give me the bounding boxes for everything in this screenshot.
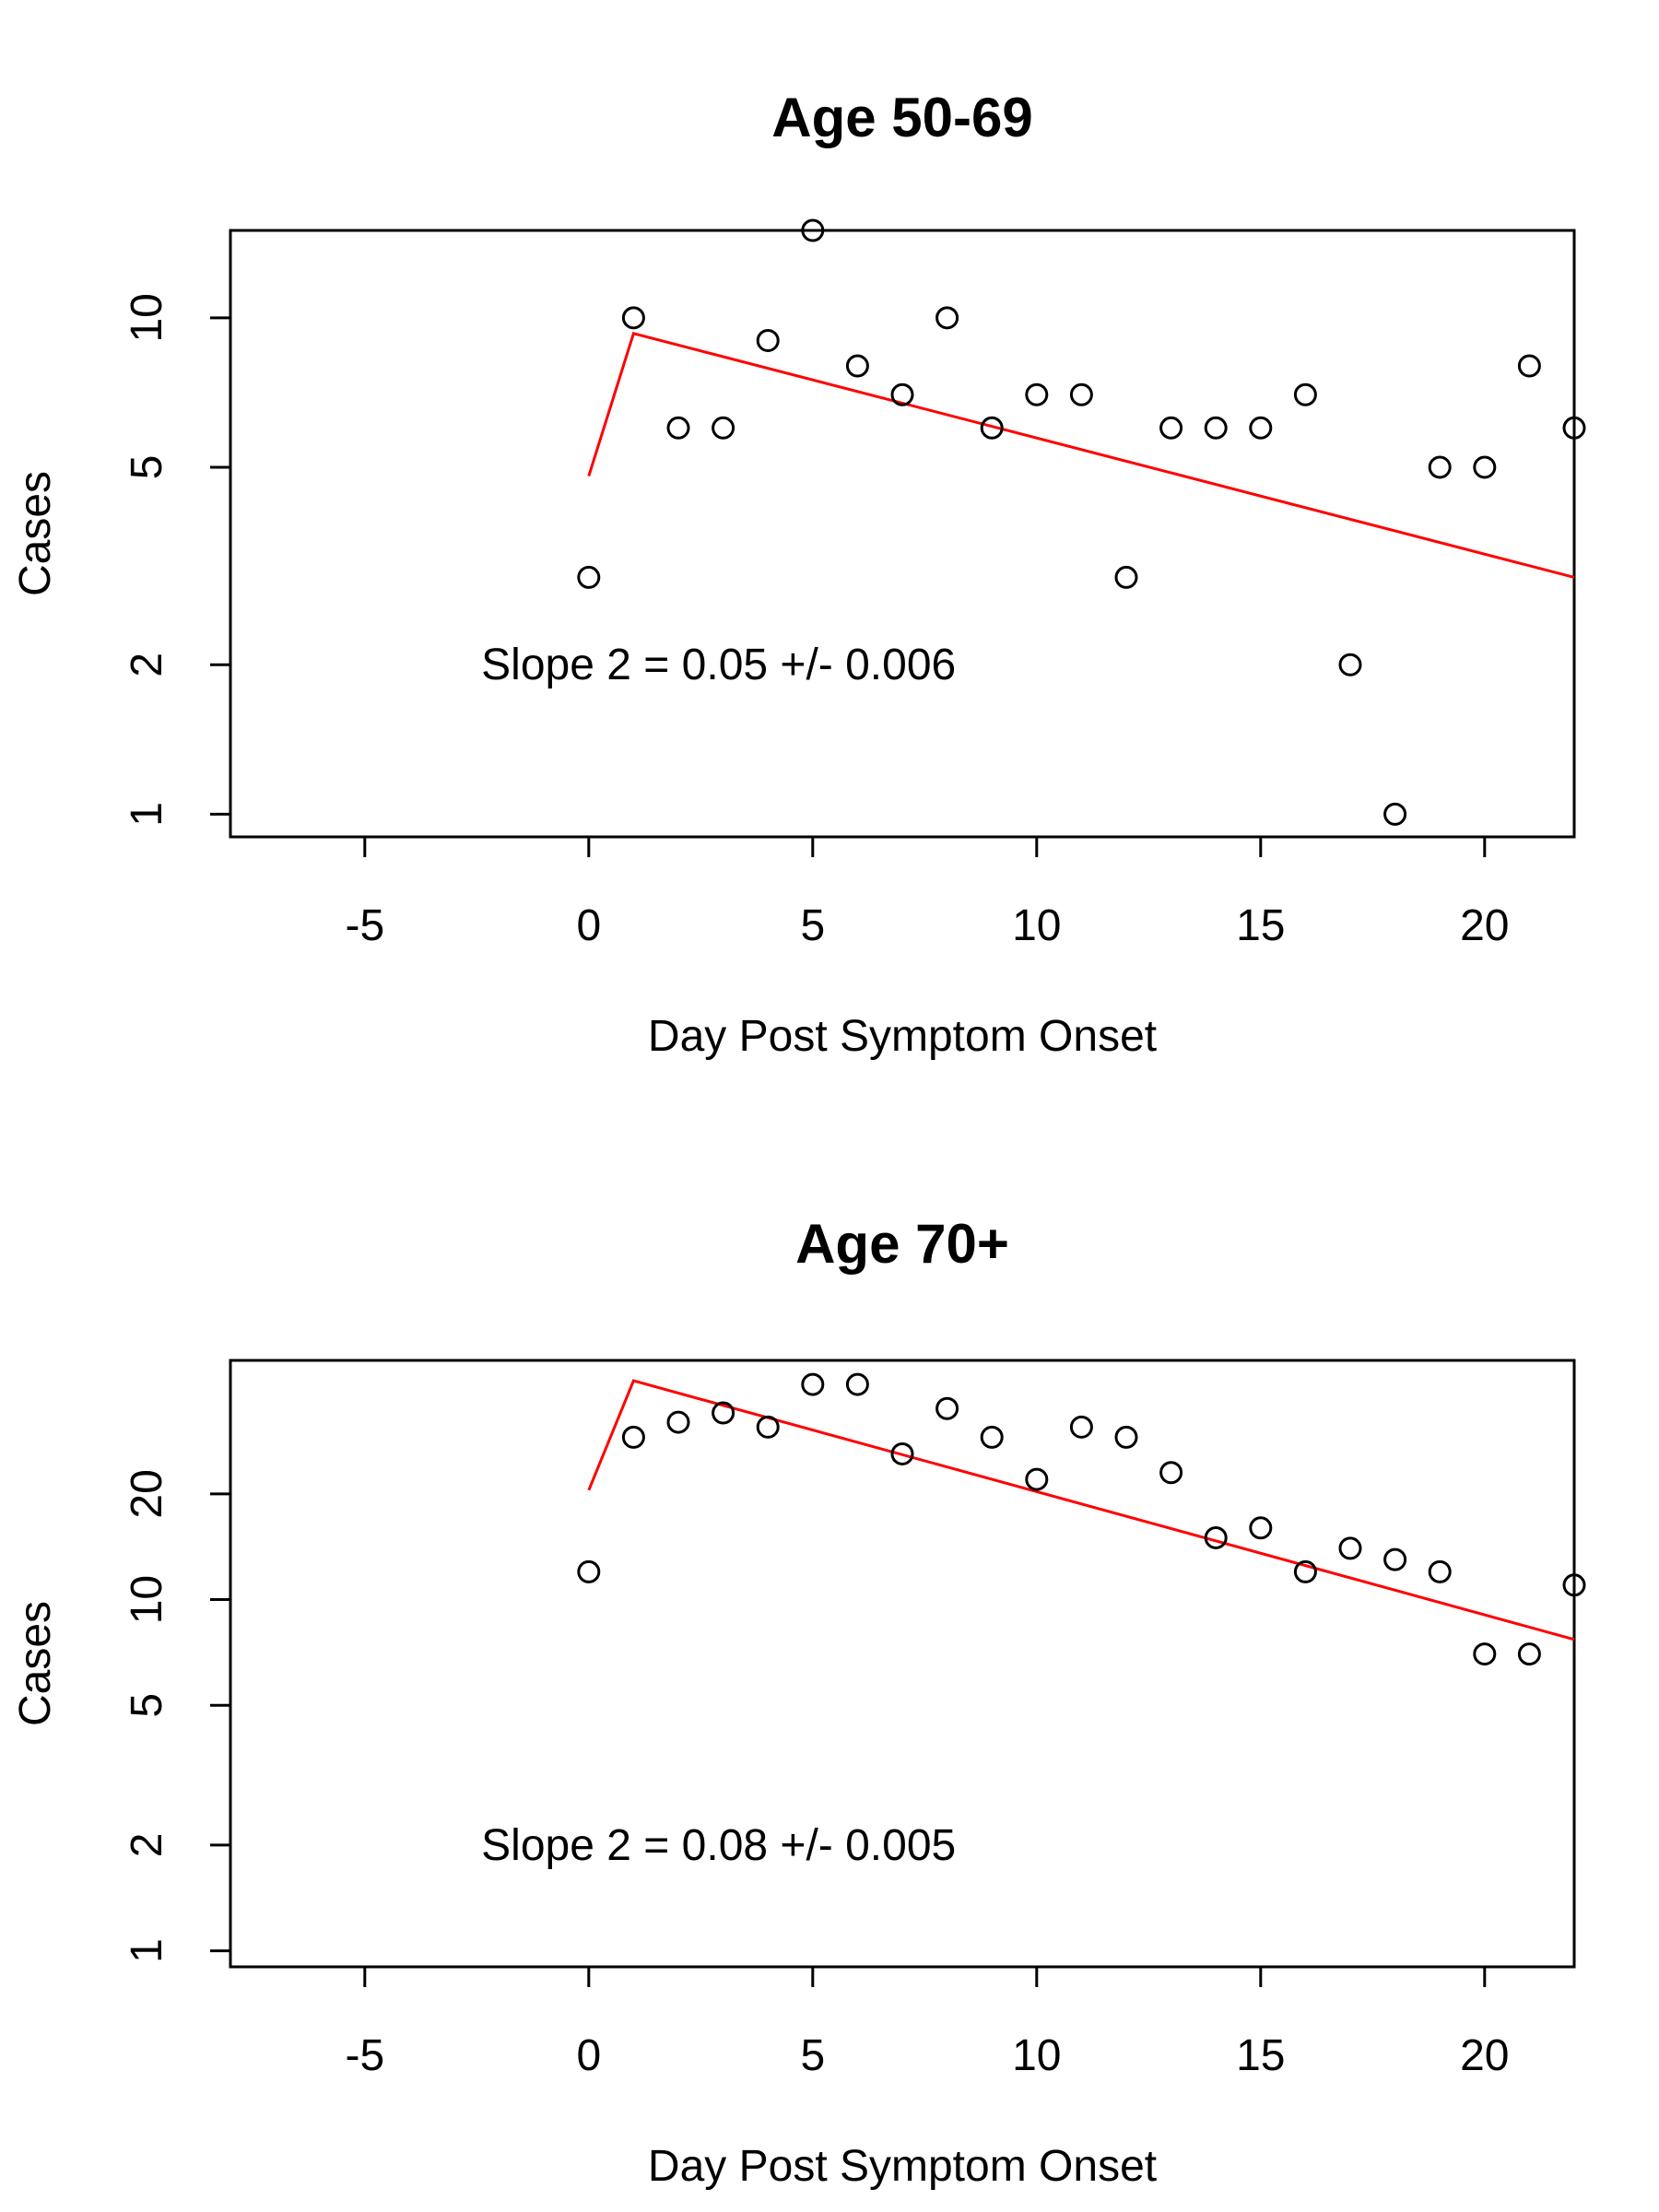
- data-point: [1114, 1425, 1138, 1449]
- data-point: [1159, 1461, 1183, 1485]
- x-axis-label: Day Post Symptom Onset: [648, 2142, 1157, 2191]
- y-tick-label: 2: [123, 653, 171, 677]
- y-tick-label: 2: [123, 1833, 171, 1858]
- plot-frame: [229, 1359, 1576, 1969]
- data-point: [935, 306, 959, 330]
- x-tick-label: 15: [1236, 2031, 1285, 2080]
- data-point: [712, 416, 735, 440]
- x-tick-label: 15: [1236, 901, 1285, 950]
- data-point: [1338, 653, 1362, 677]
- x-tick-label: 0: [576, 2031, 601, 2080]
- data-point: [1383, 1547, 1407, 1571]
- panel-age-70-plus: Age 70+ -5 0 5 10 15 20 1 2 5 10 20 Day Post Symptom…: [11, 1213, 1586, 2191]
- x-tick-label: 5: [800, 901, 825, 950]
- y-tick-label: 20: [123, 1469, 171, 1518]
- fit-line: [587, 331, 1575, 579]
- data-point: [1517, 1642, 1541, 1666]
- plot-frame: [229, 229, 1576, 839]
- data-point: [1473, 1642, 1497, 1666]
- data-point: [980, 1425, 1004, 1449]
- y-tick-label: 1: [123, 1938, 171, 1963]
- data-point: [756, 1415, 780, 1439]
- data-point: [1114, 565, 1138, 589]
- data-point: [935, 1396, 959, 1420]
- data-point: [1293, 382, 1317, 406]
- chart-title: Age 70+: [795, 1213, 1009, 1275]
- y-tick-label: 10: [123, 293, 171, 342]
- x-tick-label: -5: [345, 2031, 384, 2080]
- slope-annotation: Slope 2 = 0.08 +/- 0.005: [481, 1821, 956, 1870]
- y-tick-label: 5: [123, 1693, 171, 1718]
- data-point: [1069, 1415, 1093, 1439]
- x-tick-label: 0: [576, 901, 601, 950]
- data-point: [756, 328, 780, 352]
- data-point: [890, 1441, 914, 1465]
- data-point: [980, 416, 1004, 440]
- data-point: [577, 1559, 601, 1583]
- x-tick-label: -5: [345, 901, 384, 950]
- data-point: [1383, 802, 1407, 826]
- data-point: [1249, 416, 1273, 440]
- data-point: [1025, 1467, 1049, 1491]
- data-point: [1159, 416, 1183, 440]
- x-tick-label: 20: [1460, 901, 1509, 950]
- data-point: [621, 1425, 645, 1449]
- data-point: [577, 565, 601, 589]
- data-point: [1338, 1536, 1362, 1560]
- data-point: [1293, 1559, 1317, 1583]
- data-point: [1428, 1559, 1452, 1583]
- x-tick-label: 10: [1012, 2031, 1061, 2080]
- data-point: [801, 1372, 825, 1396]
- data-point: [1069, 382, 1093, 406]
- slope-annotation: Slope 2 = 0.05 +/- 0.006: [481, 641, 956, 689]
- x-axis-label: Day Post Symptom Onset: [648, 1012, 1157, 1061]
- y-tick-label: 5: [123, 455, 171, 480]
- x-tick-label: 10: [1012, 901, 1061, 950]
- data-point: [666, 416, 690, 440]
- y-tick-label: 10: [123, 1575, 171, 1624]
- x-tick-label: 5: [800, 2031, 825, 2080]
- data-point: [890, 382, 914, 406]
- y-axis-label: Cases: [11, 471, 60, 596]
- data-point: [845, 354, 869, 378]
- data-point: [712, 1401, 735, 1425]
- data-point: [1562, 1573, 1586, 1597]
- data-point: [1204, 416, 1228, 440]
- data-point: [845, 1372, 869, 1396]
- y-tick-label: 1: [123, 802, 171, 827]
- data-point: [1428, 455, 1452, 479]
- data-point: [1204, 1525, 1228, 1549]
- panel-age-50-69: Age 50-69 -5 0 5 10 15 20 1 2 5 10 Day Post Symptom…: [11, 87, 1586, 1061]
- data-point: [621, 306, 645, 330]
- x-tick-label: 20: [1460, 2031, 1509, 2080]
- data-point: [801, 218, 825, 242]
- data-point: [1249, 1516, 1273, 1540]
- data-point: [666, 1410, 690, 1434]
- y-axis-label: Cases: [11, 1601, 60, 1726]
- data-point: [1025, 382, 1049, 406]
- data-point: [1517, 354, 1541, 378]
- fit-line: [587, 1379, 1575, 1641]
- data-point: [1473, 455, 1497, 479]
- chart-title: Age 50-69: [771, 87, 1032, 148]
- data-point: [1562, 416, 1586, 440]
